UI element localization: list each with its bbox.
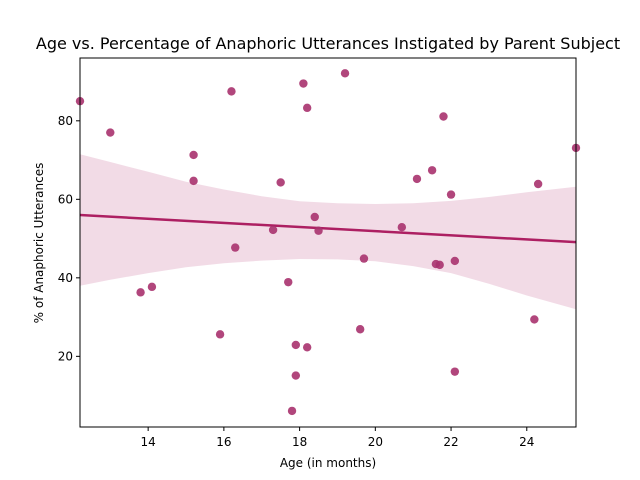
data-point	[302, 103, 312, 113]
data-point	[106, 128, 115, 137]
data-point	[189, 150, 198, 160]
y-tick-label: 20	[58, 349, 73, 363]
data-point	[355, 325, 365, 334]
data-point	[291, 340, 301, 350]
x-axis-label: Age (in months)	[280, 456, 376, 470]
data-point	[427, 166, 437, 175]
data-point	[287, 406, 297, 416]
plot-area	[75, 69, 581, 416]
data-point	[284, 277, 293, 287]
x-tick-label: 20	[368, 435, 383, 449]
y-tick-label: 40	[58, 271, 73, 285]
x-tick-label: 24	[519, 435, 534, 449]
data-point	[450, 256, 460, 266]
chart-title: Age vs. Percentage of Anaphoric Utteranc…	[36, 34, 620, 53]
data-point	[231, 243, 240, 252]
data-point	[359, 254, 369, 263]
regression-line-layer	[79, 213, 577, 244]
data-point	[340, 69, 350, 78]
data-point	[302, 343, 312, 352]
y-axis-label: % of Anaphoric Utterances	[32, 163, 46, 324]
data-point	[268, 225, 278, 235]
data-point	[450, 367, 460, 376]
data-point	[291, 371, 301, 380]
data-point	[314, 226, 323, 235]
regression-line	[79, 213, 577, 244]
data-point	[310, 212, 319, 222]
data-point	[439, 112, 448, 121]
data-point	[412, 174, 422, 184]
x-tick-label: 22	[443, 435, 458, 449]
plot-frame	[79, 57, 577, 428]
data-point	[189, 176, 198, 186]
x-tick-label: 14	[141, 435, 156, 449]
data-points-layer	[75, 69, 581, 416]
data-point	[227, 87, 236, 96]
data-point	[215, 330, 225, 339]
x-tick-label: 16	[216, 435, 231, 449]
confidence-band-layer	[80, 154, 576, 310]
data-point	[397, 222, 407, 232]
data-point	[435, 260, 444, 270]
x-axis-ticks: 14 16 18 20 22 24	[141, 427, 534, 449]
data-point	[147, 282, 157, 292]
confidence-band	[80, 154, 576, 310]
data-point	[530, 315, 539, 324]
y-tick-label: 60	[58, 192, 73, 206]
y-tick-label: 80	[58, 114, 73, 128]
data-point	[533, 179, 543, 189]
data-point	[299, 79, 308, 88]
data-point	[446, 190, 456, 199]
data-point	[136, 288, 145, 297]
data-point	[276, 178, 285, 187]
x-tick-label: 18	[292, 435, 307, 449]
y-axis-ticks: 20 40 60 80	[58, 114, 80, 363]
